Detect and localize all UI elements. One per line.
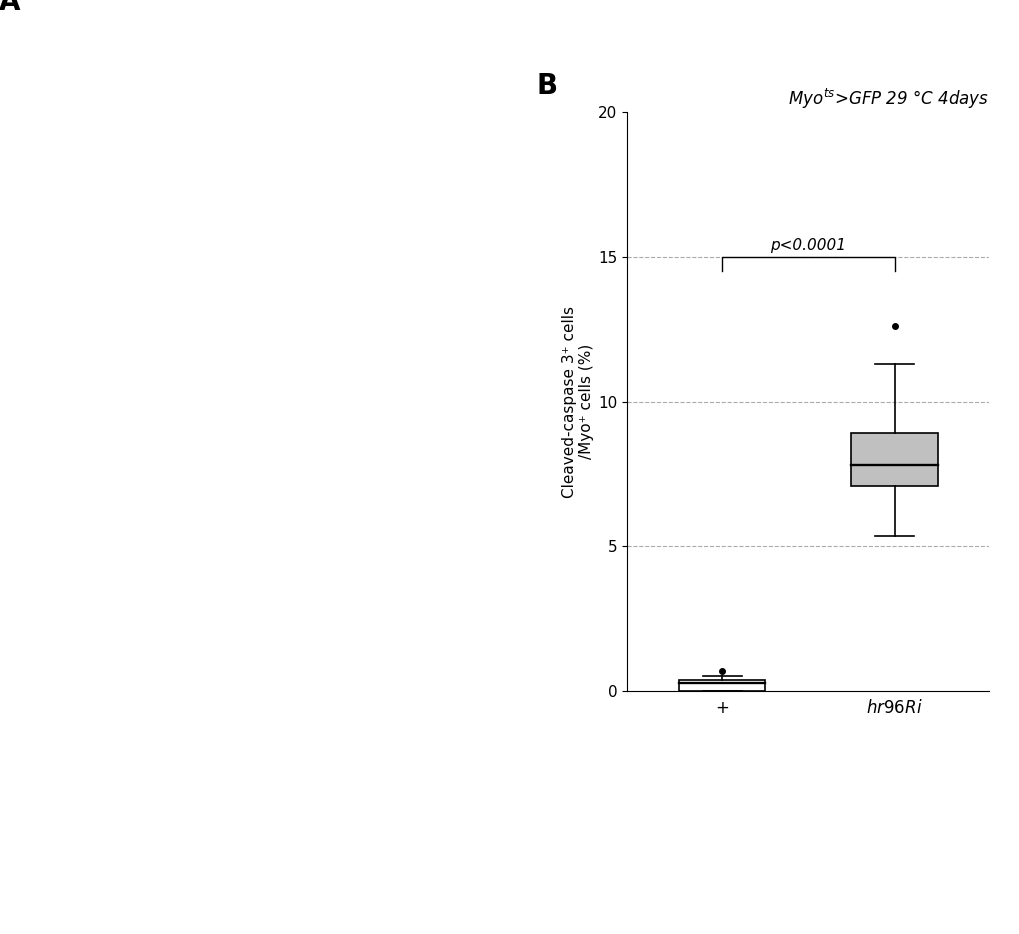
- Bar: [679, 680, 764, 691]
- Y-axis label: Cleaved-caspase 3⁺ cells
/Myo⁺ cells (%): Cleaved-caspase 3⁺ cells /Myo⁺ cells (%): [561, 305, 594, 498]
- Text: A: A: [0, 0, 20, 16]
- Text: p<0.0001: p<0.0001: [769, 237, 846, 252]
- Text: B: B: [536, 72, 557, 100]
- Text: $Myo^{ts}$>GFP 29 °C 4days: $Myo^{ts}$>GFP 29 °C 4days: [788, 87, 988, 111]
- Bar: [851, 433, 936, 486]
